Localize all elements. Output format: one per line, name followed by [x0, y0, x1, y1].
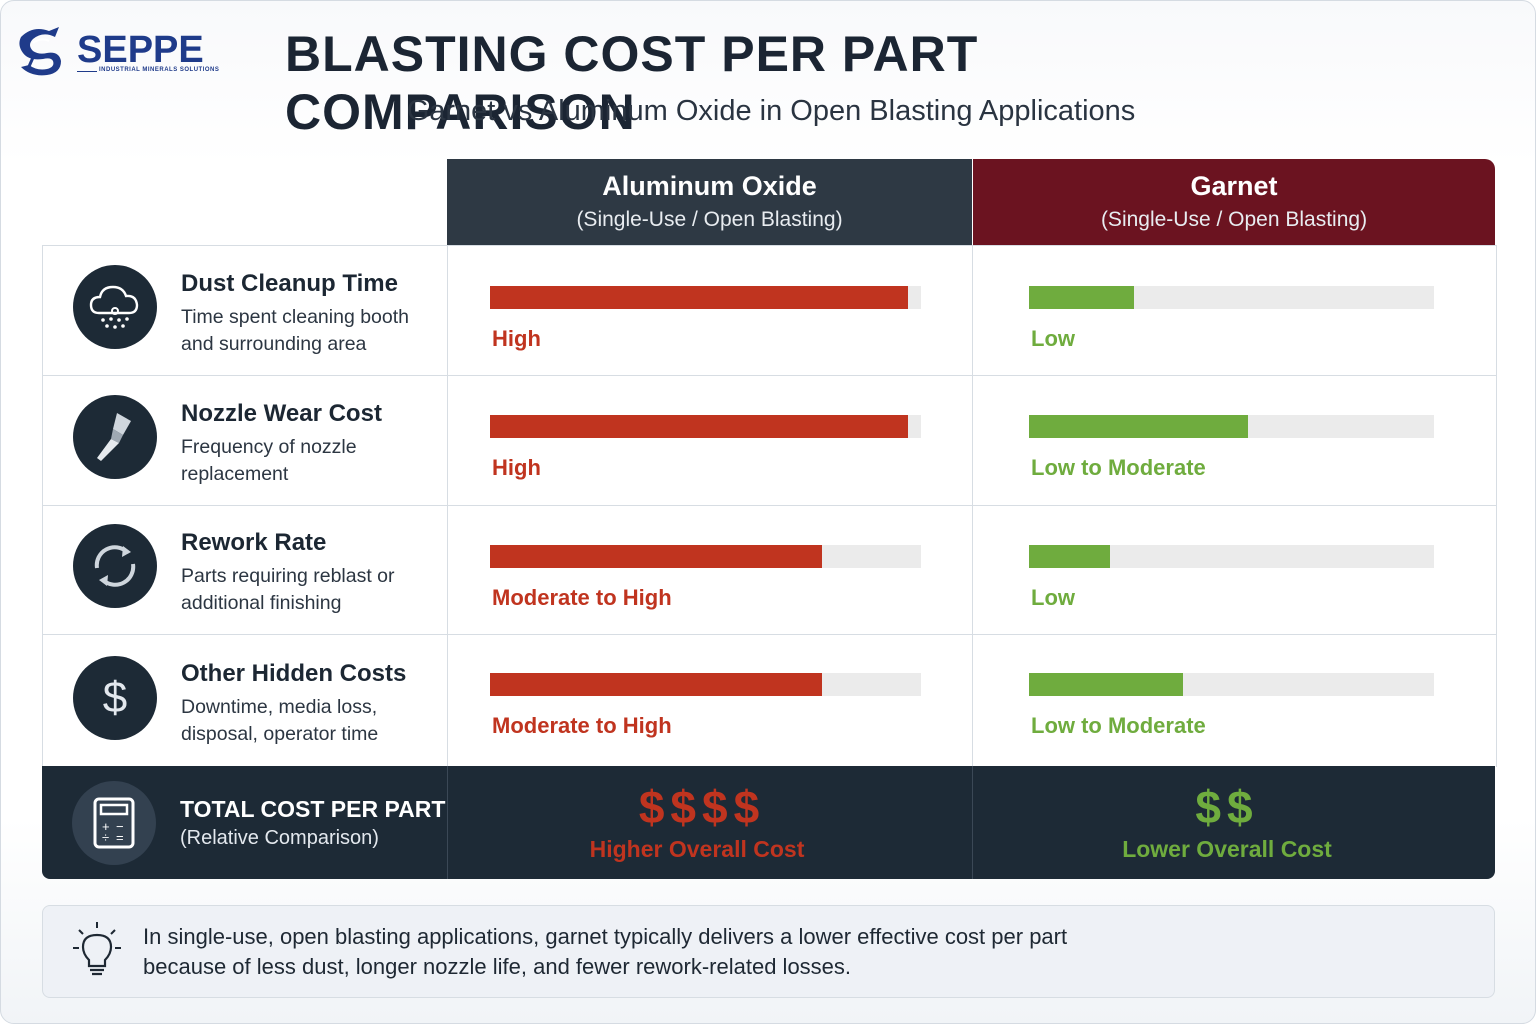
bar-fill — [1029, 286, 1134, 309]
bar-label: Moderate to High — [492, 713, 672, 738]
aluminum-cost-symbols: $$$$ — [638, 781, 766, 833]
table-row: Rework Rate Parts requiring reblast or a… — [43, 505, 1496, 635]
column-divider — [972, 245, 973, 879]
svg-text:÷: ÷ — [102, 830, 109, 845]
garnet-cost-symbols: $$ — [1195, 781, 1259, 833]
svg-text:$: $ — [103, 673, 127, 722]
seppe-emblem-icon — [19, 27, 61, 76]
dollar-icon: $ — [73, 656, 157, 740]
bar-fill — [1029, 415, 1248, 438]
row-description: Frequency of nozzle replacement — [181, 436, 357, 485]
column-subtitle: (Single-Use / Open Blasting) — [1100, 208, 1368, 231]
bar-fill — [490, 673, 822, 696]
bar-fill — [490, 286, 908, 309]
lightbulb-icon — [73, 922, 121, 976]
table-row: Dust Cleanup Time Time spent cleaning bo… — [43, 246, 1496, 376]
summary-note: In single-use, open blasting application… — [42, 905, 1495, 998]
bar-fill — [490, 415, 908, 438]
page-title: BLASTING COST PER PART COMPARISON — [285, 26, 979, 140]
bar-track — [1029, 415, 1434, 438]
table-row: $ Other Hidden Costs Downtime, media los… — [43, 634, 1496, 766]
bar-track — [490, 286, 921, 309]
bar-label: Low — [1031, 326, 1075, 351]
column-divider — [972, 766, 973, 879]
logo-rule-left — [77, 71, 97, 72]
row-description: Time spent cleaning booth and surroundin… — [181, 306, 410, 355]
bar-track — [1029, 545, 1434, 568]
bar-track — [490, 415, 921, 438]
bar-label: High — [492, 455, 541, 480]
column-name: Aluminum Oxide — [602, 171, 817, 201]
bar-fill — [1029, 673, 1183, 696]
nozzle-icon — [73, 395, 157, 479]
page-subtitle: Garnet vs Aluminum Oxide in Open Blastin… — [406, 95, 1136, 127]
aluminum-cost-label: Higher Overall Cost — [589, 836, 805, 862]
row-description: Downtime, media loss, disposal, operator… — [181, 696, 379, 745]
bar-track — [490, 545, 921, 568]
bar-label: Low to Moderate — [1031, 455, 1206, 480]
calculator-icon: + ÷ − = — [72, 781, 156, 865]
row-title: Rework Rate — [181, 529, 327, 556]
column-divider — [447, 245, 448, 879]
column-subtitle: (Single-Use / Open Blasting) — [576, 208, 843, 231]
bar-track — [490, 673, 921, 696]
bar-fill — [490, 545, 822, 568]
bar-label: Low — [1031, 585, 1075, 610]
bar-track — [1029, 673, 1434, 696]
bar-label: Moderate to High — [492, 585, 672, 610]
column-header-aluminum-oxide: Aluminum Oxide (Single-Use / Open Blasti… — [447, 159, 972, 245]
column-divider — [447, 766, 448, 879]
svg-text:=: = — [116, 830, 124, 845]
row-title: Other Hidden Costs — [181, 660, 407, 687]
bar-label: Low to Moderate — [1031, 713, 1206, 738]
summary-text: In single-use, open blasting application… — [143, 924, 1068, 979]
total-cost-row: + ÷ − = TOTAL COST PER PART (Relative Co… — [42, 766, 1495, 879]
column-header-garnet: Garnet (Single-Use / Open Blasting) — [973, 159, 1495, 245]
brand-tagline: INDUSTRIAL MINERALS SOLUTIONS — [99, 67, 220, 73]
svg-text:−: − — [116, 819, 124, 834]
bar-track — [1029, 286, 1434, 309]
total-description: (Relative Comparison) — [180, 827, 379, 849]
column-name: Garnet — [1190, 171, 1278, 201]
bar-fill — [1029, 545, 1110, 568]
svg-text:+: + — [102, 819, 110, 834]
row-description: Parts requiring reblast or additional fi… — [181, 565, 395, 614]
row-title: Nozzle Wear Cost — [181, 400, 382, 427]
refresh-cycle-icon — [73, 524, 157, 608]
dust-cloud-icon — [73, 265, 157, 349]
seppe-logo: SEPPE INDUSTRIAL MINERALS SOLUTIONS — [13, 23, 233, 81]
total-title: TOTAL COST PER PART — [180, 796, 446, 822]
table-row: Nozzle Wear Cost Frequency of nozzle rep… — [43, 376, 1496, 506]
row-title: Dust Cleanup Time — [181, 270, 398, 297]
brand-name: SEPPE — [77, 29, 204, 71]
garnet-cost-label: Lower Overall Cost — [1122, 836, 1332, 862]
bar-label: High — [492, 326, 541, 351]
